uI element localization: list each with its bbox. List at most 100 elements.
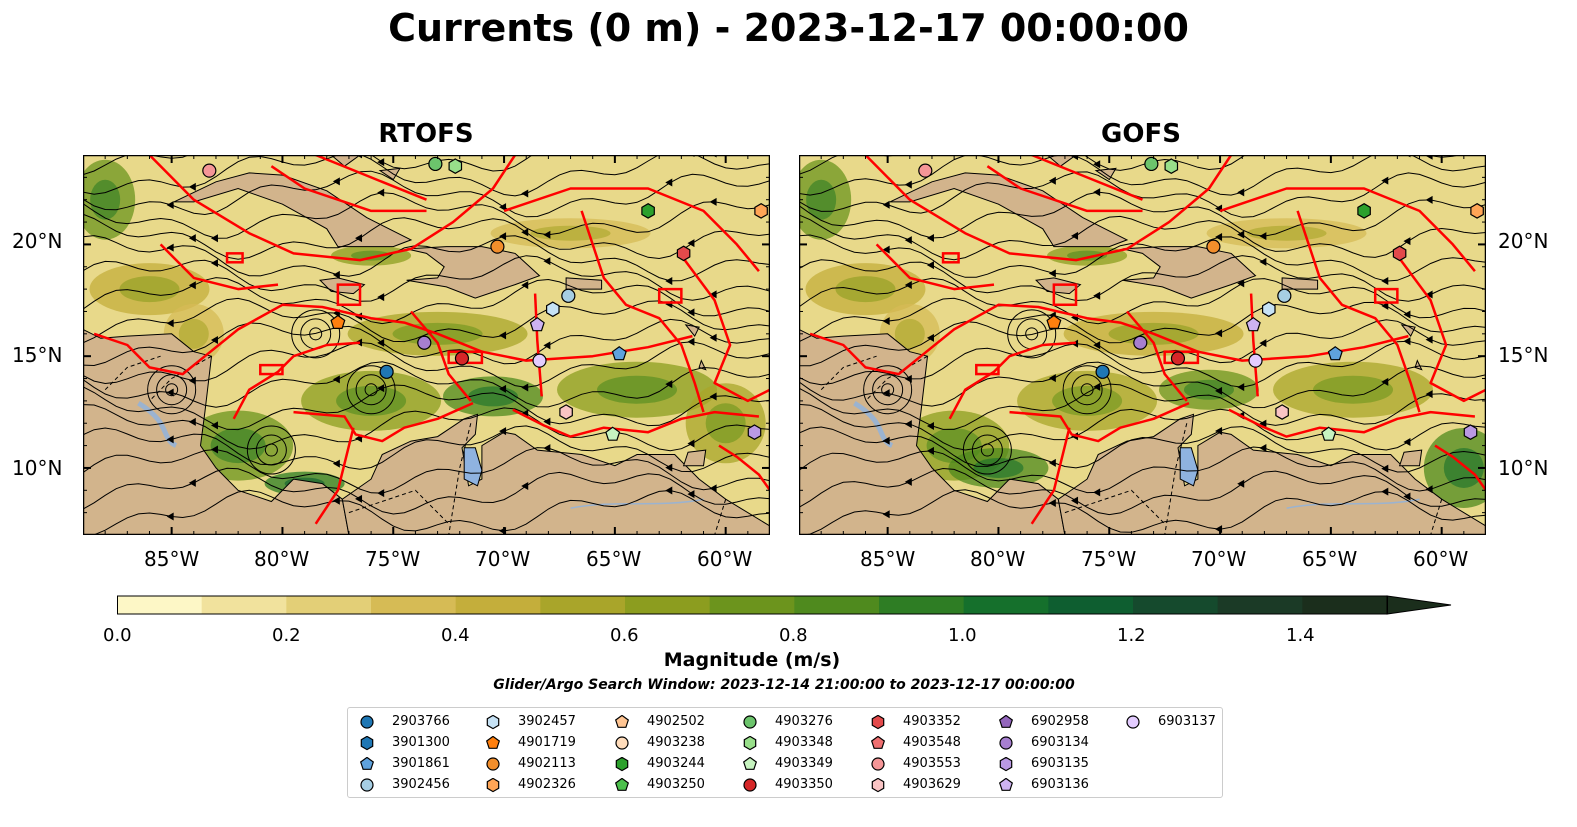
- streamline-arrow: [210, 445, 218, 454]
- streamline: [799, 383, 1486, 430]
- streamline-arrow: [665, 486, 673, 495]
- streamline-arrow: [377, 158, 385, 167]
- country-border: [714, 499, 727, 535]
- lake-maracaibo: [1179, 447, 1199, 487]
- x-tick-label-rtofs: 65°W: [586, 547, 642, 571]
- eez-boundary-line: [680, 254, 770, 403]
- map-panel-rtofs: [83, 155, 770, 535]
- streamline-arrow: [1048, 269, 1056, 278]
- streamline-arrow: [188, 417, 196, 426]
- eez-boundary-box: [1373, 287, 1399, 304]
- streamline-arrow: [1093, 382, 1101, 391]
- eez-boundary-line: [93, 332, 206, 376]
- legend-marker: [743, 778, 757, 792]
- x-tick-label-gofs: 60°W: [1413, 547, 1469, 571]
- eez-boundary-box: [259, 363, 284, 376]
- legend-marker: [871, 778, 885, 793]
- streamline-arrow: [904, 420, 912, 429]
- float-marker-4903350: [1170, 351, 1186, 366]
- colorbar-segment: [1133, 596, 1219, 614]
- eez-boundary-line: [1219, 187, 1476, 272]
- streamline-arrow: [709, 197, 717, 206]
- streamline-arrow: [882, 436, 890, 445]
- streamline-arrow: [521, 281, 529, 290]
- landmass: [1122, 246, 1257, 299]
- streamline: [83, 155, 770, 197]
- current-magnitude-patch: [597, 375, 678, 404]
- eddy-streamline: [980, 443, 994, 457]
- colorbar-tick-label: 1.0: [948, 625, 977, 646]
- colorbar-segment: [625, 596, 711, 614]
- streamline: [799, 340, 1486, 388]
- streamline-arrow: [882, 389, 890, 398]
- colorbar-tick-label: 0.2: [272, 625, 301, 646]
- current-magnitude-patch: [1183, 379, 1234, 400]
- streamline-arrow: [1381, 277, 1389, 286]
- streamline: [83, 277, 770, 325]
- streamline: [83, 155, 731, 176]
- float-marker-4903276: [1144, 156, 1159, 172]
- float-markers: [202, 156, 768, 441]
- streamline-arrow: [332, 496, 340, 505]
- streamline-arrow: [882, 200, 890, 209]
- streamline-arrow: [188, 478, 196, 487]
- legend-label: 6903134: [1031, 735, 1089, 750]
- landmass: [682, 449, 707, 467]
- country-border: [1430, 499, 1443, 535]
- legend-marker: [614, 778, 630, 791]
- streamline: [83, 297, 770, 344]
- streamline-arrow: [1215, 426, 1223, 435]
- streamline-arrow: [377, 489, 385, 498]
- streamline-arrow: [665, 380, 673, 389]
- streamline-arrow: [166, 200, 174, 209]
- legend-label: 6902958: [1031, 714, 1089, 729]
- y-tick-label-right: 15°N: [1498, 343, 1549, 367]
- streamline: [83, 404, 770, 452]
- eez-boundary-box: [941, 252, 960, 264]
- eez-boundary-line: [920, 303, 1409, 362]
- streamline-arrow: [1259, 443, 1267, 452]
- float-marker-4903348: [448, 158, 463, 174]
- streamline-arrow: [1425, 290, 1433, 299]
- streamline-arrow: [882, 317, 890, 326]
- current-magnitude-patch: [90, 179, 121, 220]
- float-marker-4903553: [202, 163, 217, 178]
- eez-boundary-line: [809, 332, 922, 376]
- streamline: [799, 403, 1486, 451]
- colorbar-segment: [709, 596, 795, 614]
- landmass: [378, 167, 401, 181]
- eez-boundaries: [93, 155, 770, 525]
- streamline-arrow: [499, 384, 507, 393]
- legend-label: 4902326: [518, 777, 576, 792]
- float-marker-3901861: [1327, 346, 1343, 361]
- landmass: [1414, 359, 1423, 371]
- streamline-arrow: [377, 384, 385, 393]
- landmass: [1281, 277, 1319, 290]
- eddy-streamline: [147, 365, 197, 415]
- current-magnitude-patch: [1313, 375, 1394, 404]
- legend-label: 6903136: [1031, 777, 1089, 792]
- legend-marker: [486, 757, 500, 771]
- landmass: [173, 172, 413, 248]
- legend-label: 4903553: [903, 756, 961, 771]
- streamline-arrow: [687, 308, 695, 317]
- legend-label: 4903238: [647, 735, 705, 750]
- legend-label: 4901719: [518, 735, 576, 750]
- eez-boundary-line: [148, 155, 517, 262]
- eez-boundary-line: [410, 310, 472, 402]
- eez-boundary-line: [580, 210, 705, 413]
- streamline-arrow: [1381, 487, 1389, 496]
- landmass: [330, 155, 361, 167]
- streamline-arrow: [1403, 337, 1411, 346]
- streamline: [799, 191, 1486, 239]
- x-tick-label-rtofs: 60°W: [697, 547, 753, 571]
- legend-marker: [871, 715, 885, 730]
- legend-label: 6903137: [1158, 714, 1216, 729]
- eddy-streamline: [264, 443, 278, 457]
- legend-label: 3902457: [518, 714, 576, 729]
- streamline-arrow: [1237, 230, 1245, 239]
- float-marker-4903629: [559, 404, 573, 420]
- streamline-arrow: [687, 337, 695, 346]
- float-marker-4903349: [605, 426, 621, 441]
- float-marker-3902457: [1262, 301, 1276, 318]
